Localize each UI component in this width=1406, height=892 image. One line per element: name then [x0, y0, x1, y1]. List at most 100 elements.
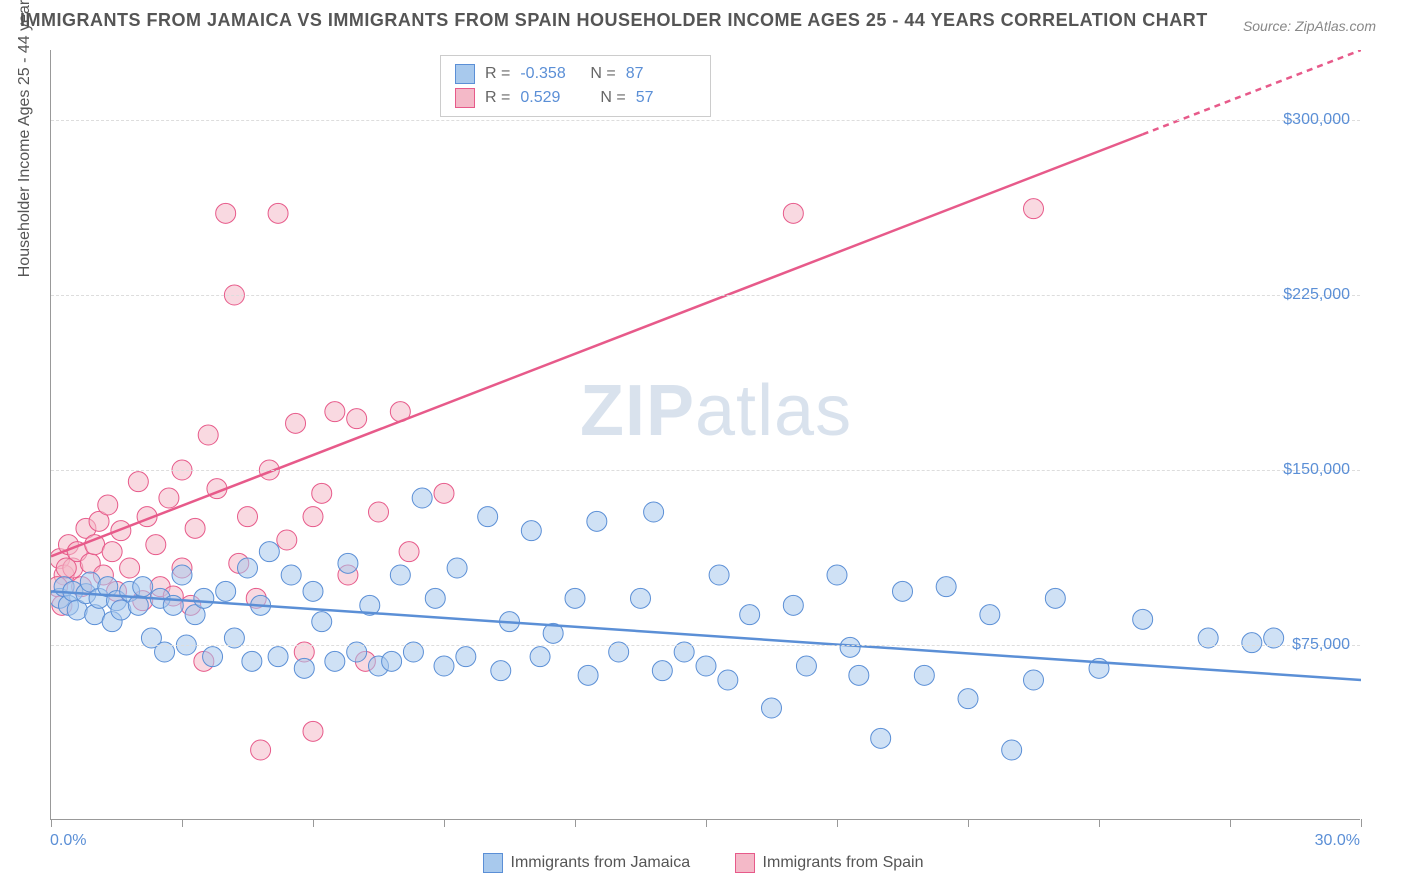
x-tick [968, 819, 969, 827]
data-point [146, 535, 166, 555]
data-point [303, 581, 323, 601]
data-point [268, 647, 288, 667]
data-point [286, 413, 306, 433]
x-tick-label: 30.0% [1315, 832, 1360, 850]
data-point [238, 507, 258, 527]
data-point [259, 542, 279, 562]
data-point [128, 472, 148, 492]
data-point [958, 689, 978, 709]
data-point [893, 581, 913, 601]
data-point [390, 565, 410, 585]
swatch-jamaica-icon [483, 853, 503, 873]
data-point [102, 542, 122, 562]
data-point [303, 721, 323, 741]
x-tick [837, 819, 838, 827]
swatch-spain-icon [735, 853, 755, 873]
data-point [980, 605, 1000, 625]
data-point [251, 740, 271, 760]
legend-row-spain: R = 0.529 N = 57 [455, 86, 696, 110]
data-point [447, 558, 467, 578]
data-point [325, 651, 345, 671]
r-label: R = [485, 62, 510, 86]
legend-row-jamaica: R = -0.358 N = 87 [455, 62, 696, 86]
data-point [216, 581, 236, 601]
legend-item-spain: Immigrants from Spain [735, 853, 924, 873]
x-tick [1230, 819, 1231, 827]
data-point [871, 728, 891, 748]
data-point [434, 483, 454, 503]
x-tick [51, 819, 52, 827]
data-point [840, 637, 860, 657]
data-point [98, 495, 118, 515]
data-point [303, 507, 323, 527]
data-point [159, 488, 179, 508]
x-tick [1099, 819, 1100, 827]
data-point [268, 203, 288, 223]
r-label: R = [485, 86, 510, 110]
y-tick-label: $150,000 [1283, 461, 1350, 479]
y-axis-title: Householder Income Ages 25 - 44 years [16, 0, 34, 277]
y-tick-label: $75,000 [1292, 636, 1350, 654]
data-point [587, 511, 607, 531]
data-point [203, 647, 223, 667]
r-value-jamaica: -0.358 [520, 62, 580, 86]
data-point [783, 595, 803, 615]
legend-label-jamaica: Immigrants from Jamaica [511, 854, 691, 872]
y-tick-label: $225,000 [1283, 286, 1350, 304]
n-value-jamaica: 87 [626, 62, 686, 86]
data-point [1133, 609, 1153, 629]
data-point [456, 647, 476, 667]
gridline [51, 120, 1360, 121]
scatter-svg [51, 50, 1361, 820]
data-point [709, 565, 729, 585]
data-point [312, 612, 332, 632]
n-label: N = [590, 62, 615, 86]
x-tick [706, 819, 707, 827]
data-point [312, 483, 332, 503]
trend-line [51, 134, 1143, 556]
data-point [382, 651, 402, 671]
n-label: N = [600, 86, 625, 110]
data-point [521, 521, 541, 541]
data-point [827, 565, 847, 585]
x-tick [182, 819, 183, 827]
data-point [1045, 588, 1065, 608]
data-point [644, 502, 664, 522]
data-point [369, 502, 389, 522]
x-tick [313, 819, 314, 827]
y-tick-label: $300,000 [1283, 111, 1350, 129]
data-point [762, 698, 782, 718]
data-point [718, 670, 738, 690]
data-point [412, 488, 432, 508]
data-point [1024, 670, 1044, 690]
chart-title: IMMIGRANTS FROM JAMAICA VS IMMIGRANTS FR… [20, 10, 1208, 31]
data-point [1024, 199, 1044, 219]
data-point [783, 203, 803, 223]
data-point [172, 565, 192, 585]
data-point [849, 665, 869, 685]
data-point [1002, 740, 1022, 760]
legend-label-spain: Immigrants from Spain [763, 854, 924, 872]
data-point [281, 565, 301, 585]
data-point [399, 542, 419, 562]
n-value-spain: 57 [636, 86, 696, 110]
data-point [238, 558, 258, 578]
x-tick-label: 0.0% [50, 832, 86, 850]
gridline [51, 470, 1360, 471]
data-point [740, 605, 760, 625]
data-point [796, 656, 816, 676]
r-value-spain: 0.529 [520, 86, 580, 110]
data-point [652, 661, 672, 681]
data-point [530, 647, 550, 667]
data-point [198, 425, 218, 445]
data-point [434, 656, 454, 676]
data-point [216, 203, 236, 223]
data-point [696, 656, 716, 676]
data-point [491, 661, 511, 681]
data-point [565, 588, 585, 608]
x-tick [1361, 819, 1362, 827]
data-point [294, 658, 314, 678]
x-tick [575, 819, 576, 827]
data-point [277, 530, 297, 550]
data-point [914, 665, 934, 685]
